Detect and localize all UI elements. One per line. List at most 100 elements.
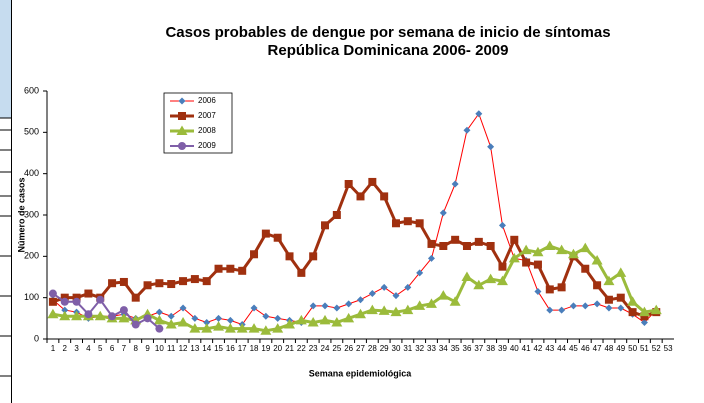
data-point [213,321,225,331]
data-point [496,275,508,286]
data-point [427,254,435,262]
chart-title: Casos probables de dengue por semana de … [165,24,610,41]
data-point [250,250,259,259]
data-point [640,318,648,326]
x-tick-label: 49 [616,344,625,353]
data-point [272,323,284,333]
data-point [368,290,376,298]
x-tick-label: 17 [238,344,247,353]
x-tick-label: 3 [74,344,79,353]
legend-marker [176,125,188,135]
data-point [510,235,519,244]
sheet-column [0,0,11,118]
data-point [48,297,57,306]
data-point [96,295,105,304]
data-point [119,306,128,315]
data-point [236,323,248,333]
data-point [297,268,306,277]
x-tick-label: 41 [522,344,531,353]
data-point [84,310,93,319]
series-line [52,113,657,326]
legend-label: 2006 [198,96,216,105]
x-tick-label: 31 [403,344,412,353]
data-point [451,180,459,188]
data-point [451,235,460,244]
x-tick-label: 46 [581,344,590,353]
data-point [84,289,93,298]
y-tick-label: 100 [24,292,39,302]
data-point [425,298,437,308]
data-point [498,221,506,229]
data-point [226,264,235,273]
data-point [520,244,532,255]
data-point [108,312,117,321]
series-line [52,244,657,333]
data-point [533,260,542,269]
x-tick-label: 38 [486,344,495,353]
x-tick-label: 34 [439,344,448,353]
data-point [119,277,128,286]
x-tick-label: 28 [368,344,377,353]
data-point [546,306,554,314]
data-point [392,292,400,300]
data-point [391,219,400,228]
data-point [61,306,69,314]
series-line [52,180,657,318]
data-point [203,318,211,326]
data-point [60,297,69,306]
data-point [378,305,390,315]
y-tick-label: 400 [24,168,39,178]
y-tick-label: 0 [34,333,39,343]
x-tick-label: 7 [122,344,127,353]
legend-marker [178,97,186,105]
data-point [60,293,69,302]
data-point [462,242,471,250]
x-tick-label: 52 [652,344,661,353]
data-point [331,316,343,327]
legend-label: 2008 [198,126,216,135]
x-tick-label: 24 [321,344,330,353]
data-point [534,287,542,295]
data-point [274,314,282,322]
data-point [215,314,223,322]
data-point [309,252,318,261]
data-point [167,280,176,289]
data-point [603,275,615,286]
data-point [616,293,625,302]
data-point [214,264,223,273]
x-tick-label: 53 [664,344,673,353]
data-point [473,279,485,290]
data-point [356,192,365,201]
x-tick-label: 32 [415,344,424,353]
x-axis-title: Semana epidemiológica [309,368,413,378]
x-tick-label: 42 [533,344,542,353]
data-point [498,262,507,271]
data-point [461,271,473,281]
data-point [238,266,247,275]
x-tick-label: 13 [190,344,199,353]
data-point [191,314,199,322]
x-tick-label: 9 [145,344,150,353]
x-tick-label: 2 [63,344,68,353]
x-tick-label: 40 [510,344,519,353]
data-point [319,314,331,325]
x-tick-label: 48 [604,344,613,353]
series-line [52,292,161,330]
data-point [108,279,117,288]
data-point [439,209,447,217]
chart-subtitle: República Dominicana 2006- 2009 [268,42,509,59]
x-tick-label: 22 [297,344,306,353]
data-point [640,312,649,321]
data-point [567,248,579,259]
data-point [617,304,625,312]
data-point [94,310,106,321]
data-point [155,279,164,288]
data-point [605,304,613,312]
data-point [179,277,188,286]
data-point [475,110,483,118]
data-point [581,302,589,310]
x-tick-label: 19 [261,344,270,353]
legend-marker [178,142,186,150]
data-point [59,310,71,321]
